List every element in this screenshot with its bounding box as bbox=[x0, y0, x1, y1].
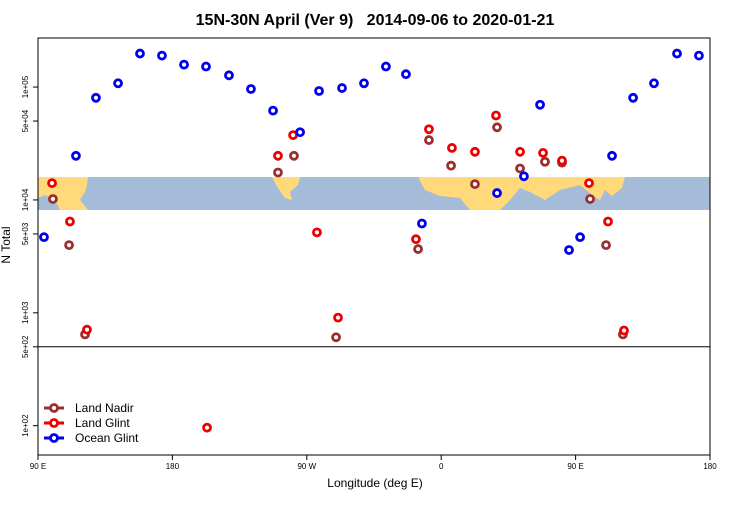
y-axis-label: N Total bbox=[0, 226, 13, 263]
map-strip bbox=[38, 177, 710, 210]
data-point bbox=[540, 156, 550, 167]
legend-marker bbox=[49, 433, 59, 443]
data-point bbox=[47, 178, 57, 188]
data-point bbox=[564, 245, 574, 255]
x-axis-label: Longitude (deg E) bbox=[327, 476, 422, 490]
data-point bbox=[202, 422, 212, 433]
legend-label: Land Glint bbox=[75, 416, 130, 430]
legend-marker bbox=[49, 403, 59, 413]
x-tick-label: 90 E bbox=[30, 462, 46, 471]
data-point bbox=[628, 92, 638, 103]
data-point bbox=[619, 325, 629, 336]
data-point bbox=[424, 135, 434, 145]
legend-label: Ocean Glint bbox=[75, 431, 139, 445]
data-point bbox=[585, 194, 595, 204]
data-point bbox=[694, 50, 704, 61]
data-point bbox=[603, 216, 613, 227]
data-point bbox=[515, 163, 525, 174]
data-point bbox=[446, 160, 456, 171]
x-tick-label: 0 bbox=[439, 462, 444, 471]
x-tick-label: 90 W bbox=[297, 462, 316, 471]
data-point bbox=[538, 148, 548, 158]
data-point bbox=[672, 48, 682, 59]
legend-marker bbox=[49, 418, 59, 428]
data-point bbox=[649, 78, 659, 89]
data-point bbox=[381, 61, 391, 72]
y-tick-label: 5e+04 bbox=[21, 109, 30, 132]
y-tick-label: 1e+04 bbox=[21, 188, 30, 211]
data-point bbox=[289, 150, 299, 161]
data-point bbox=[417, 218, 427, 229]
data-point bbox=[413, 244, 423, 254]
data-point bbox=[201, 61, 211, 72]
data-point bbox=[331, 332, 341, 343]
data-point bbox=[268, 105, 278, 116]
x-tick-label: 90 E bbox=[567, 462, 583, 471]
data-point bbox=[312, 227, 322, 238]
y-tick-label: 5e+03 bbox=[21, 222, 30, 245]
data-point bbox=[246, 84, 256, 94]
data-point bbox=[491, 110, 501, 121]
y-tick-label: 1e+02 bbox=[21, 414, 30, 437]
data-point bbox=[607, 150, 617, 161]
data-point bbox=[314, 86, 324, 96]
legend-label: Land Nadir bbox=[75, 401, 134, 415]
y-tick-label: 1e+05 bbox=[21, 75, 30, 98]
y-tick-label: 5e+02 bbox=[21, 335, 30, 358]
data-point bbox=[535, 99, 545, 110]
data-point bbox=[575, 232, 585, 243]
x-tick-label: 180 bbox=[703, 462, 717, 471]
data-point bbox=[515, 146, 525, 157]
data-point bbox=[135, 48, 145, 59]
y-tick-label: 1e+03 bbox=[21, 301, 30, 324]
data-point bbox=[65, 216, 75, 227]
data-point bbox=[601, 240, 611, 250]
data-point bbox=[224, 70, 234, 81]
data-point bbox=[179, 59, 189, 70]
plot-frame bbox=[37, 37, 711, 456]
data-point bbox=[273, 167, 283, 178]
data-point bbox=[71, 150, 81, 161]
data-point bbox=[424, 124, 434, 135]
data-point bbox=[557, 155, 567, 166]
data-point bbox=[39, 232, 49, 243]
data-point bbox=[64, 240, 74, 250]
data-point bbox=[113, 78, 123, 89]
data-point bbox=[492, 122, 502, 133]
data-point bbox=[273, 150, 283, 161]
data-point bbox=[411, 234, 421, 245]
chart-title: 15N-30N April (Ver 9) 2014-09-06 to 2020… bbox=[196, 12, 555, 29]
data-point bbox=[447, 143, 457, 153]
data-point bbox=[401, 69, 411, 80]
data-point bbox=[470, 146, 480, 157]
data-point bbox=[492, 188, 502, 198]
data-point bbox=[584, 178, 594, 188]
data-point bbox=[82, 324, 92, 335]
data-point bbox=[157, 50, 167, 61]
data-point bbox=[48, 194, 58, 204]
data-point bbox=[91, 92, 101, 103]
data-point bbox=[337, 83, 347, 93]
data-point bbox=[519, 171, 529, 182]
x-tick-label: 180 bbox=[166, 462, 180, 471]
data-point bbox=[359, 78, 369, 89]
data-point bbox=[470, 179, 480, 190]
data-point bbox=[295, 127, 305, 138]
data-point bbox=[333, 312, 343, 323]
